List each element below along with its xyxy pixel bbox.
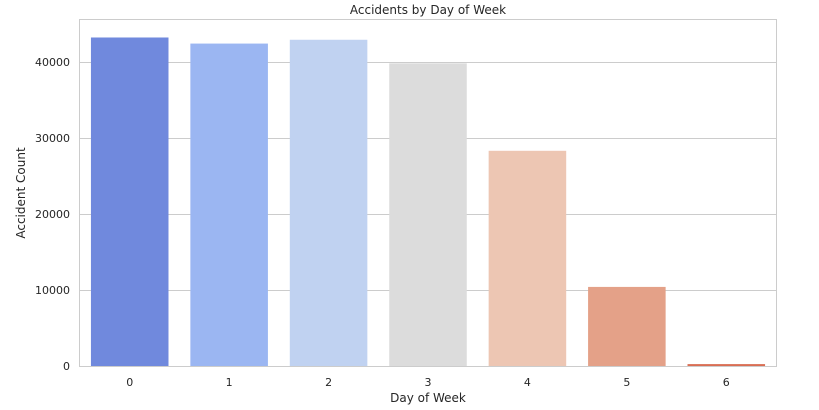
plot-frame [79,19,777,367]
x-tick-labels: 0 1 2 3 4 5 6 [126,376,730,389]
y-tick-label: 40000 [35,56,70,69]
bar-day-3 [389,63,467,366]
bar-day-2 [289,39,368,367]
y-tick-label: 30000 [35,132,70,145]
bar-day-1 [190,43,268,366]
x-tick-label: 4 [524,376,531,389]
y-tick-label: 10000 [35,284,70,297]
y-tick-labels: 0 10000 20000 30000 40000 [35,56,70,373]
bar-day-5 [588,286,666,366]
bar-day-6 [687,364,766,366]
x-axis-label: Day of Week [390,391,466,405]
x-tick-label: 5 [623,376,630,389]
y-tick-label: 0 [63,360,70,373]
bar-day-0 [90,37,169,366]
x-tick-label: 2 [325,376,332,389]
x-tick-label: 6 [723,376,730,389]
x-tick-label: 1 [226,376,233,389]
y-axis-label: Accident Count [14,147,28,239]
bars [90,37,766,367]
y-tick-label: 20000 [35,208,70,221]
chart-title: Accidents by Day of Week [350,3,506,17]
bar-day-4 [488,150,567,366]
x-tick-label: 0 [126,376,133,389]
x-tick-label: 3 [425,376,432,389]
